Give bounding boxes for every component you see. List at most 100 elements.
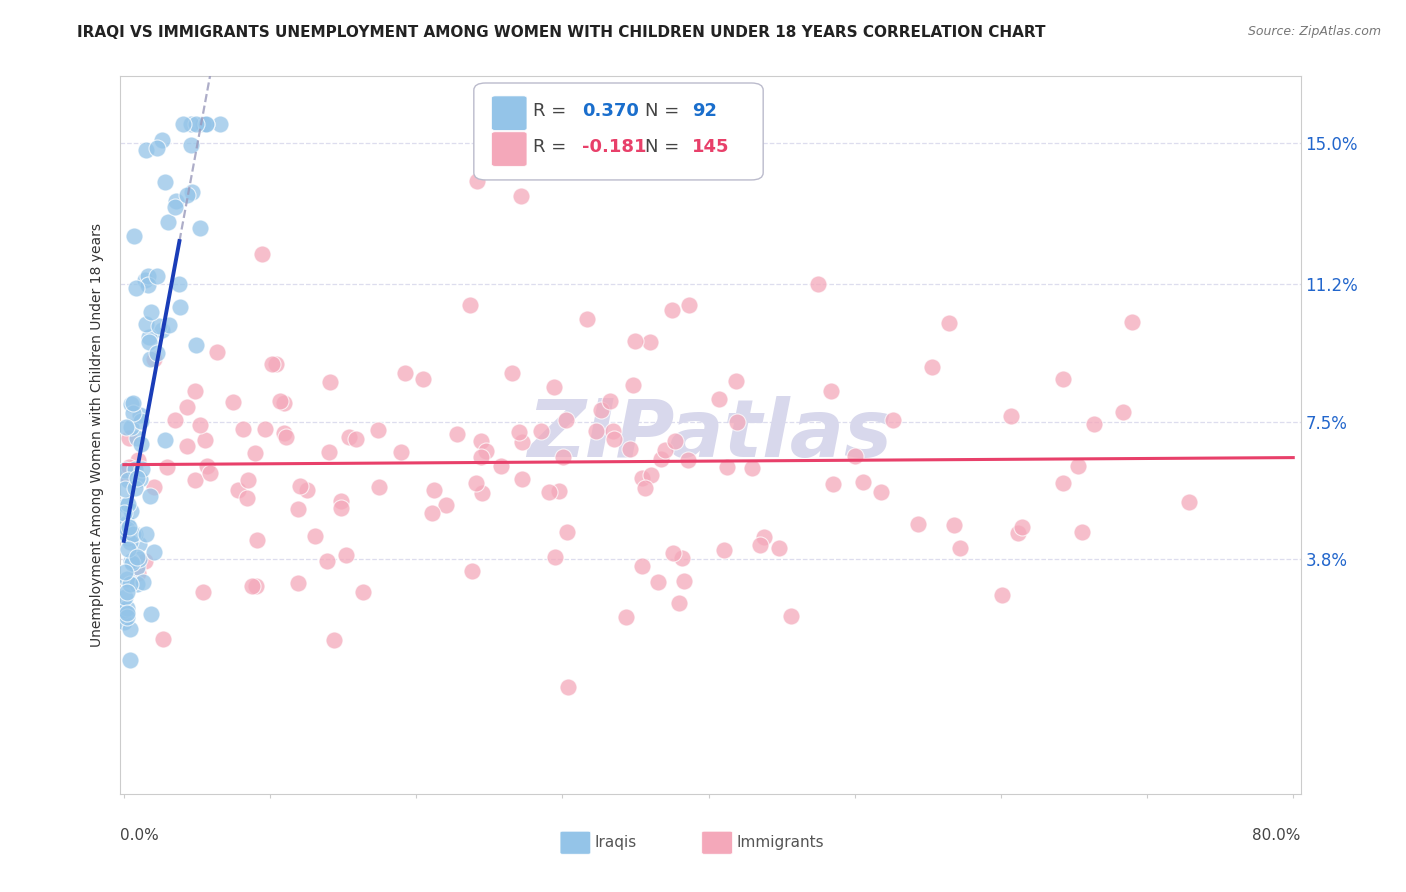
- Point: [820, 384, 842, 399]
- Point: [142, 544, 165, 558]
- Point: [713, 543, 735, 558]
- Point: [661, 302, 683, 317]
- Point: [319, 375, 342, 389]
- Point: [246, 533, 269, 548]
- Point: [172, 117, 194, 131]
- Point: [163, 200, 186, 214]
- Point: [165, 194, 187, 208]
- Point: [129, 414, 152, 428]
- Point: [676, 452, 699, 467]
- Point: [112, 615, 135, 629]
- Point: [125, 577, 148, 591]
- Point: [1083, 417, 1105, 431]
- Point: [115, 572, 138, 586]
- Text: ZIPatlas: ZIPatlas: [527, 396, 893, 474]
- Point: [555, 524, 578, 539]
- Point: [195, 459, 218, 474]
- Point: [274, 430, 297, 444]
- Point: [673, 574, 696, 589]
- Point: [591, 402, 613, 417]
- Point: [139, 305, 162, 319]
- Point: [716, 459, 738, 474]
- Point: [128, 551, 150, 566]
- Point: [131, 574, 153, 589]
- Point: [221, 395, 243, 409]
- Point: [1067, 459, 1090, 474]
- Text: R =: R =: [533, 102, 572, 120]
- Point: [117, 524, 139, 538]
- Point: [146, 269, 169, 284]
- Point: [125, 550, 148, 565]
- Point: [145, 346, 167, 360]
- Point: [287, 576, 309, 591]
- Point: [664, 434, 686, 448]
- Point: [148, 319, 170, 334]
- Point: [630, 559, 652, 574]
- Point: [120, 397, 142, 411]
- Point: [654, 443, 676, 458]
- Point: [120, 535, 142, 549]
- Point: [852, 475, 875, 490]
- Point: [118, 653, 141, 667]
- Point: [823, 476, 845, 491]
- Point: [389, 444, 412, 458]
- Point: [184, 384, 207, 399]
- Point: [128, 537, 150, 551]
- Point: [120, 420, 142, 434]
- Point: [127, 452, 149, 467]
- Point: [184, 338, 207, 352]
- Point: [127, 431, 149, 445]
- Point: [125, 560, 148, 574]
- Point: [157, 215, 180, 229]
- Point: [602, 433, 624, 447]
- Point: [420, 506, 443, 520]
- Point: [352, 585, 374, 599]
- Point: [470, 450, 492, 464]
- Point: [557, 681, 579, 695]
- Point: [585, 425, 607, 439]
- Text: 0.370: 0.370: [582, 102, 640, 120]
- Point: [114, 463, 136, 477]
- Point: [209, 117, 232, 131]
- Point: [273, 396, 295, 410]
- Point: [394, 366, 416, 380]
- Text: N =: N =: [645, 102, 685, 120]
- Point: [1070, 525, 1092, 540]
- Point: [176, 439, 198, 453]
- Point: [127, 566, 149, 580]
- Point: [921, 360, 943, 375]
- Point: [647, 574, 669, 589]
- Point: [157, 318, 180, 333]
- Point: [122, 527, 145, 541]
- Point: [602, 425, 624, 439]
- Point: [508, 425, 530, 439]
- Point: [458, 298, 481, 312]
- Point: [115, 498, 138, 512]
- Point: [139, 351, 162, 366]
- Point: [461, 564, 484, 578]
- Point: [139, 489, 162, 503]
- Point: [335, 548, 357, 562]
- Point: [118, 577, 141, 591]
- Point: [112, 603, 135, 617]
- Point: [948, 541, 970, 555]
- Point: [367, 480, 389, 494]
- Point: [262, 357, 284, 371]
- Text: -0.181: -0.181: [582, 138, 647, 156]
- Point: [115, 516, 138, 531]
- Point: [621, 378, 644, 392]
- Point: [619, 442, 641, 456]
- Text: Source: ZipAtlas.com: Source: ZipAtlas.com: [1247, 25, 1381, 38]
- Point: [575, 312, 598, 326]
- Point: [194, 117, 217, 131]
- Point: [938, 316, 960, 330]
- Text: 145: 145: [692, 138, 730, 156]
- Point: [367, 423, 389, 437]
- Point: [754, 530, 776, 544]
- Point: [194, 117, 217, 131]
- Point: [991, 588, 1014, 602]
- Point: [287, 502, 309, 516]
- Point: [236, 473, 259, 487]
- Point: [446, 427, 468, 442]
- Point: [124, 482, 146, 496]
